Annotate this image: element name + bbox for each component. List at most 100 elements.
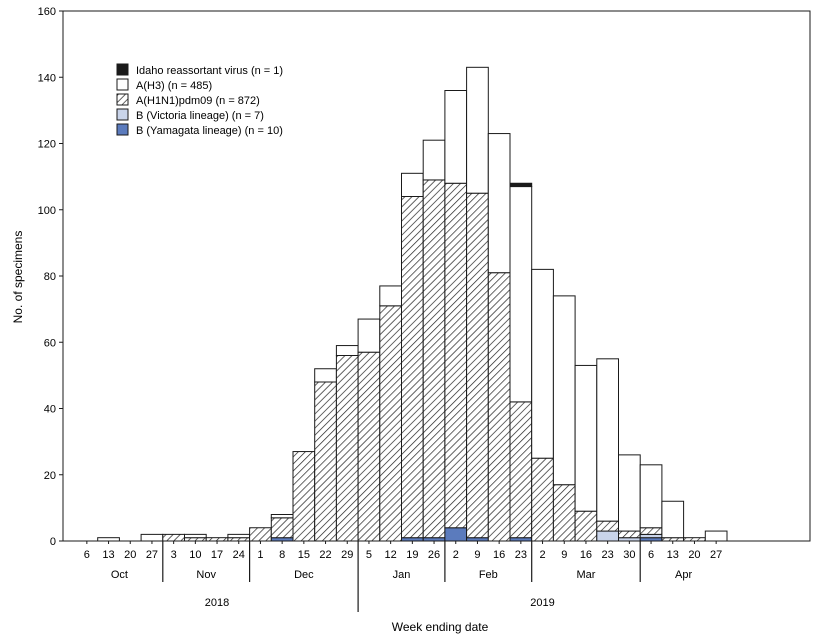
bar-vic-24 [596,530,619,542]
bar-h3-27 [661,500,685,539]
bar-h3-24 [596,358,619,522]
x-tick-label: 16 [580,549,592,561]
month-label: Nov [196,569,216,581]
year-label: 2019 [530,597,554,609]
month-label: Jan [393,569,411,581]
legend-swatch-h3 [116,78,129,91]
x-tick-label: 24 [233,549,245,561]
x-tick-label: 5 [366,549,372,561]
y-tick-label: 80 [44,271,56,283]
x-tick-label: 9 [561,549,567,561]
y-axis-title: No. of specimens [11,231,25,324]
bar-h1n1-15 [401,196,424,539]
bar-h3-19 [487,133,511,274]
month-label: Feb [479,569,498,581]
bar-h3-5 [184,533,207,539]
x-tick-label: 23 [515,549,527,561]
y-tick-label: 40 [44,404,56,416]
x-tick-label: 9 [474,549,480,561]
y-tick-label: 140 [38,72,56,84]
bar-h3-25 [618,454,641,532]
year-label: 2018 [205,597,229,609]
bar-h1n1-25 [618,530,641,539]
x-tick-label: 20 [688,549,700,561]
legend-swatch-h1n1 [116,93,129,106]
y-tick-label: 20 [44,470,56,482]
legend-label-h1n1: A(H1N1)pdm09 (n = 872) [136,95,260,107]
legend-swatch-idaho [116,63,129,76]
bar-h3-23 [574,364,598,512]
x-tick-label: 2 [539,549,545,561]
bar-h1n1-10 [292,451,316,542]
x-tick-label: 27 [146,549,158,561]
y-tick-label: 120 [38,139,56,151]
bar-h3-12 [335,345,359,356]
x-axis-title: Week ending date [392,620,489,634]
legend-label-vic: B (Victoria lineage) (n = 7) [136,110,264,122]
bar-h3-9 [270,514,294,519]
bar-h1n1-9 [270,517,294,539]
axes-layer: 0 20 40 60 80 100 120 140 160 6 13 20 27 3 10 17 24 1 8 15 2… [38,6,811,612]
x-tick-label: 3 [171,549,177,561]
legend-label-h3: A(H3) (n = 485) [136,80,212,92]
bar-h1n1-4 [162,533,186,542]
legend-label-yam: B (Yamagata lineage) (n = 10) [136,125,283,137]
x-tick-label: 26 [428,549,440,561]
legend-swatch-yam [116,123,129,136]
y-tick-label: 100 [38,205,56,217]
bar-h3-7 [227,533,251,539]
bar-h1n1-11 [314,381,337,542]
x-tick-label: 12 [385,549,397,561]
x-tick-label: 13 [667,549,679,561]
x-tick-label: 15 [298,549,310,561]
bar-h3-18 [466,66,489,194]
bar-h3-21 [531,268,554,459]
y-tick-label: 160 [38,6,56,18]
bar-h3-16 [422,139,446,181]
bar-h3-11 [314,368,337,383]
bar-h1n1-8 [249,527,272,542]
y-tick-label: 60 [44,337,56,349]
bar-h3-3 [140,533,164,542]
bar-h1n1-13 [357,351,381,542]
bar-h3-13 [357,318,381,353]
bar-yam-17 [444,527,468,542]
bar-h1n1-23 [574,510,598,542]
legend-swatch-vic [116,108,129,121]
month-label: Dec [294,569,314,581]
bar-h1n1-16 [422,179,446,539]
x-tick-label: 29 [341,549,353,561]
month-label: Oct [111,569,128,581]
legend-label-idaho: Idaho reassortant virus (n = 1) [136,65,283,77]
x-tick-label: 8 [279,549,285,561]
bar-h1n1-12 [335,355,359,542]
bar-h1n1-26 [639,527,663,535]
x-tick-label: 22 [319,549,331,561]
bar-h3-26 [639,464,663,529]
x-tick-label: 19 [406,549,418,561]
bar-h1n1-20 [509,401,533,539]
bar-h3-14 [379,285,402,307]
bar-h1n1-19 [487,272,511,542]
x-tick-label: 30 [623,549,635,561]
bar-h3-29 [704,530,728,542]
bar-h3-22 [552,295,576,486]
x-tick-label: 17 [211,549,223,561]
bar-h3-20 [509,186,533,403]
x-tick-label: 10 [189,549,201,561]
bar-h1n1-21 [531,457,554,542]
y-tick-label: 0 [50,536,56,548]
bars-layer [97,66,728,542]
x-tick-label: 1 [257,549,263,561]
bar-h3-15 [401,172,424,197]
bar-h1n1-18 [466,192,489,539]
x-tick-label: 16 [493,549,505,561]
x-tick-label: 13 [102,549,114,561]
bar-h1n1-24 [596,520,619,532]
bar-idaho-20 [509,182,533,188]
x-tick-label: 20 [124,549,136,561]
x-tick-label: 23 [602,549,614,561]
x-tick-label: 2 [453,549,459,561]
bar-h3-17 [444,90,468,184]
